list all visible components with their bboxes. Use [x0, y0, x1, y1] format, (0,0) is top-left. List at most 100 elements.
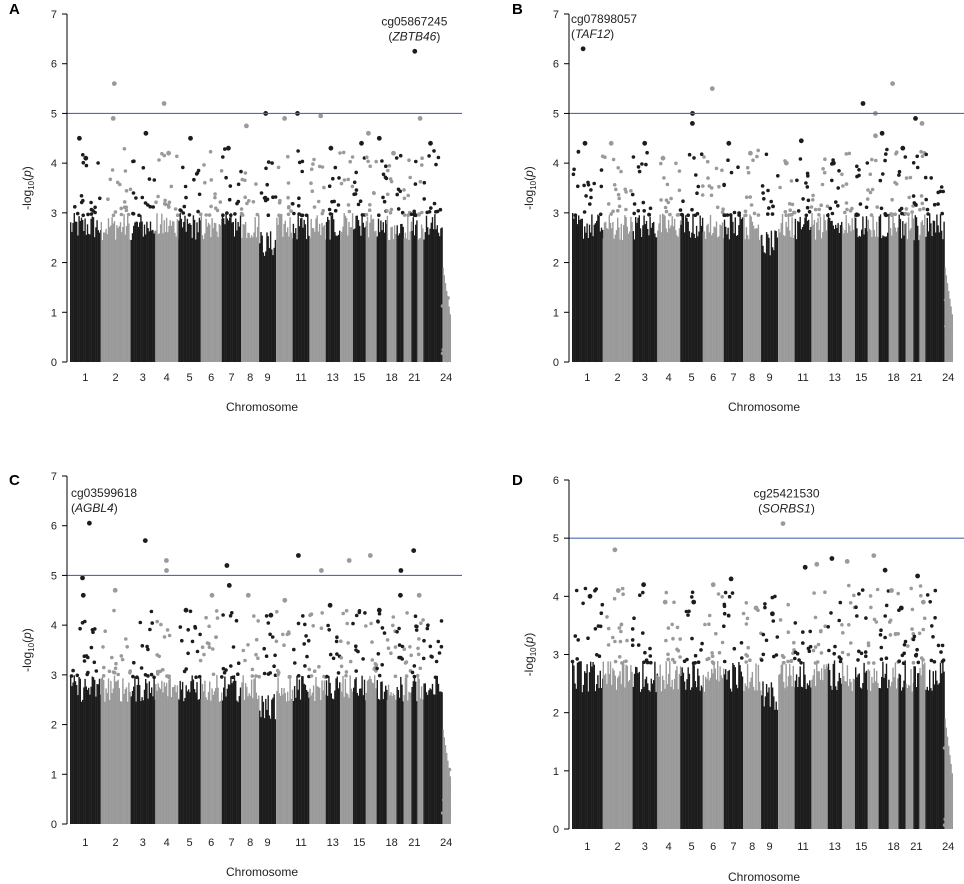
chromosome-band — [271, 699, 273, 824]
data-point — [821, 167, 825, 171]
data-point — [855, 164, 859, 169]
data-point — [218, 200, 223, 204]
chromosome-band — [343, 696, 345, 824]
chromosome-band — [232, 221, 234, 362]
chromosome-band — [812, 675, 814, 829]
chromosome-band — [853, 213, 856, 362]
peak-point — [77, 135, 82, 141]
chromosome-band — [709, 677, 712, 829]
chromosome-band — [707, 671, 709, 829]
data-point — [363, 611, 367, 615]
y-axis-title-open: ( — [522, 177, 536, 181]
chromosome-band — [116, 225, 118, 362]
data-point — [946, 338, 951, 343]
chromosome-band — [284, 693, 286, 824]
chromosome-band — [331, 212, 334, 362]
data-point — [239, 207, 244, 211]
data-point — [192, 177, 196, 182]
data-point — [148, 627, 152, 632]
chromosome-band — [818, 230, 820, 362]
chromosome-band — [209, 681, 211, 824]
data-point — [297, 160, 302, 165]
data-point — [301, 614, 305, 618]
data-point — [445, 358, 449, 363]
chromosome-band — [396, 687, 398, 824]
data-point — [666, 626, 671, 630]
chromosome-band — [284, 220, 286, 362]
chromosome-band — [741, 217, 744, 362]
peak-point — [87, 520, 92, 526]
chromosome-band — [885, 663, 888, 829]
chromosome-band — [271, 249, 273, 362]
chromosome-band — [339, 682, 341, 824]
chromosome-band — [729, 688, 732, 829]
data-point — [756, 148, 760, 153]
chromosome-band — [950, 306, 952, 362]
chromosome-band — [938, 683, 940, 829]
chromosome-band — [203, 691, 205, 824]
chromosome-band — [797, 221, 799, 362]
data-point — [919, 593, 923, 598]
chromosome-band — [624, 215, 626, 362]
data-point — [275, 668, 280, 673]
peak-point — [282, 116, 287, 121]
data-point — [896, 632, 900, 636]
data-point — [339, 639, 343, 643]
data-point — [139, 666, 144, 670]
data-point — [576, 184, 580, 189]
data-point — [348, 159, 353, 164]
data-point — [911, 194, 916, 198]
chromosome-band — [337, 234, 340, 362]
chromosome-band — [728, 239, 730, 362]
chromosome-band — [422, 228, 424, 362]
chromosome-band — [147, 228, 149, 362]
chromosome-band — [129, 239, 131, 362]
data-point — [439, 644, 444, 649]
chromosome-band — [244, 683, 247, 824]
peak-point — [164, 568, 169, 573]
chromosome-band — [441, 692, 443, 824]
chromosome-band — [706, 225, 708, 362]
peak-point — [608, 140, 614, 146]
chromosome-band — [578, 664, 580, 829]
data-point — [434, 162, 438, 167]
data-point — [834, 200, 838, 204]
chromosome-band — [767, 692, 769, 829]
data-point — [154, 200, 158, 204]
chromosome-band — [76, 221, 78, 362]
data-point — [156, 194, 160, 199]
chromosome-band — [689, 689, 692, 829]
data-point — [412, 209, 417, 214]
chromosome-band — [633, 239, 636, 362]
data-point — [443, 810, 448, 815]
chromosome-band — [629, 231, 631, 362]
data-point — [180, 638, 184, 643]
chromosome-band — [883, 236, 885, 362]
chromosome-band — [748, 688, 750, 829]
peak-point — [814, 561, 820, 567]
data-point — [402, 188, 406, 192]
data-point — [277, 201, 282, 205]
data-point — [241, 648, 246, 653]
chromosome-band — [858, 673, 860, 829]
data-point — [160, 151, 164, 156]
data-point — [194, 675, 198, 679]
data-point — [354, 644, 358, 648]
data-point — [887, 620, 892, 624]
chromosome-band — [269, 718, 272, 824]
data-point — [722, 213, 726, 217]
chromosome-band — [391, 696, 393, 824]
chromosome-band — [666, 684, 669, 829]
chromosome-band — [158, 233, 161, 362]
data-point — [380, 159, 384, 163]
annotation-gene: (SORBS1) — [758, 502, 815, 516]
chromosome-band — [392, 239, 395, 362]
chromosome-band — [427, 694, 429, 824]
peak-point — [367, 553, 373, 558]
data-point — [680, 212, 684, 217]
data-point — [434, 659, 439, 664]
data-point — [811, 198, 815, 202]
chromosome-band — [642, 225, 644, 362]
data-point — [690, 590, 695, 595]
chromosome-band — [360, 235, 362, 362]
